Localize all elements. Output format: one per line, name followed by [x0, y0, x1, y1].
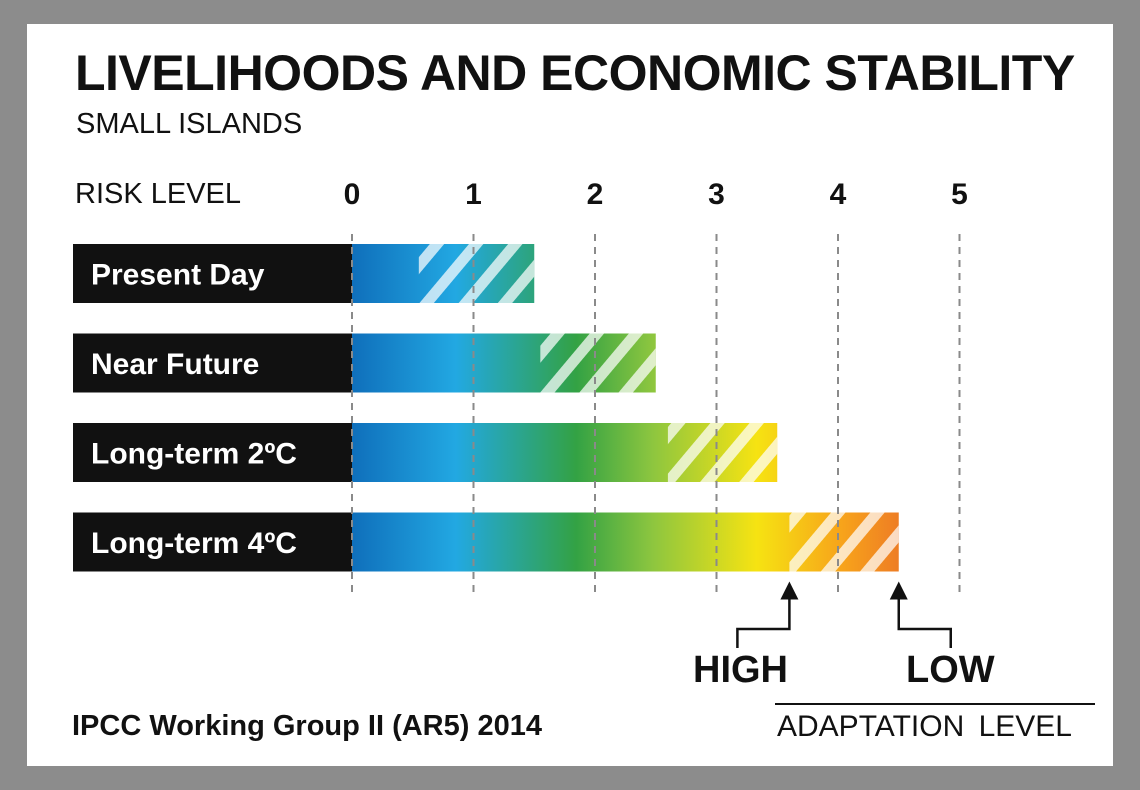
- adaptation-rule: [775, 703, 1095, 705]
- risk-axis-title: RISK LEVEL: [75, 178, 242, 210]
- category-label: Near Future: [91, 348, 259, 381]
- category-label-box: [73, 423, 352, 482]
- chart-plot: Present Day Near Future Long-term 2ºC Long-…: [73, 178, 968, 648]
- tick-label: 0: [344, 178, 361, 211]
- category-label: Long-term 4ºC: [91, 527, 297, 560]
- low-arrow-line: [897, 597, 952, 648]
- tick-label: 2: [587, 178, 604, 211]
- chart-title: LIVELIHOODS AND ECONOMIC STABILITY: [75, 45, 1075, 101]
- bar-hatched: [540, 333, 656, 393]
- tick-label: 4: [830, 178, 847, 211]
- chart-subtitle: SMALL ISLANDS: [76, 108, 303, 140]
- source-citation: IPCC Working Group II (AR5) 2014: [72, 710, 542, 742]
- category-label: Long-term 2ºC: [91, 438, 297, 471]
- adaptation-high-label: HIGH: [693, 649, 788, 691]
- category-label: Present Day: [91, 259, 265, 292]
- bar-hatched: [418, 244, 535, 303]
- category-label-box: [73, 512, 352, 572]
- high-arrow-line: [736, 597, 791, 648]
- adaptation-level-label: ADAPTATION LEVEL: [777, 710, 1072, 743]
- tick-label: 3: [708, 178, 725, 211]
- tick-label: 1: [465, 178, 482, 211]
- chart-card: LIVELIHOODS AND ECONOMIC STABILITY SMALL…: [27, 24, 1113, 766]
- category-label-box: [73, 333, 352, 393]
- category-label-box: [73, 244, 352, 303]
- adaptation-low-label: LOW: [906, 649, 995, 691]
- bar-hatched: [667, 423, 778, 482]
- low-arrowhead: [889, 581, 908, 600]
- high-arrowhead: [780, 581, 799, 600]
- bar-hatched: [789, 512, 899, 572]
- tick-label: 5: [951, 178, 968, 211]
